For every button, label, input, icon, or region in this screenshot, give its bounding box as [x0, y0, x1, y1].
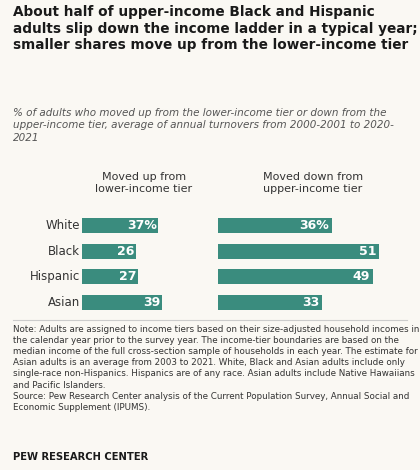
Bar: [82, 218, 158, 234]
Bar: [218, 295, 323, 310]
Text: 27: 27: [118, 270, 136, 283]
Text: White: White: [45, 219, 80, 232]
Bar: [82, 295, 163, 310]
Text: 36%: 36%: [299, 219, 329, 232]
Text: Moved up from
lower-income tier: Moved up from lower-income tier: [95, 172, 192, 195]
Text: 26: 26: [117, 245, 134, 258]
Text: PEW RESEARCH CENTER: PEW RESEARCH CENTER: [13, 452, 148, 462]
Text: Note: Adults are assigned to income tiers based on their size-adjusted household: Note: Adults are assigned to income tier…: [13, 325, 419, 412]
Text: 33: 33: [302, 296, 320, 309]
Text: Black: Black: [48, 245, 80, 258]
Bar: [218, 218, 332, 234]
Bar: [218, 243, 379, 259]
Bar: [82, 269, 138, 284]
Text: Asian: Asian: [47, 296, 80, 309]
Text: 39: 39: [144, 296, 161, 309]
Bar: [82, 243, 136, 259]
Text: 37%: 37%: [127, 219, 157, 232]
Text: Hispanic: Hispanic: [29, 270, 80, 283]
Bar: [218, 269, 373, 284]
Text: % of adults who moved up from the lower-income tier or down from the
upper-incom: % of adults who moved up from the lower-…: [13, 108, 394, 143]
Text: About half of upper-income Black and Hispanic adults slip down the income ladder: About half of upper-income Black and His…: [13, 5, 417, 53]
Text: 49: 49: [353, 270, 370, 283]
Text: 51: 51: [359, 245, 376, 258]
Text: Moved down from
upper-income tier: Moved down from upper-income tier: [263, 172, 363, 195]
